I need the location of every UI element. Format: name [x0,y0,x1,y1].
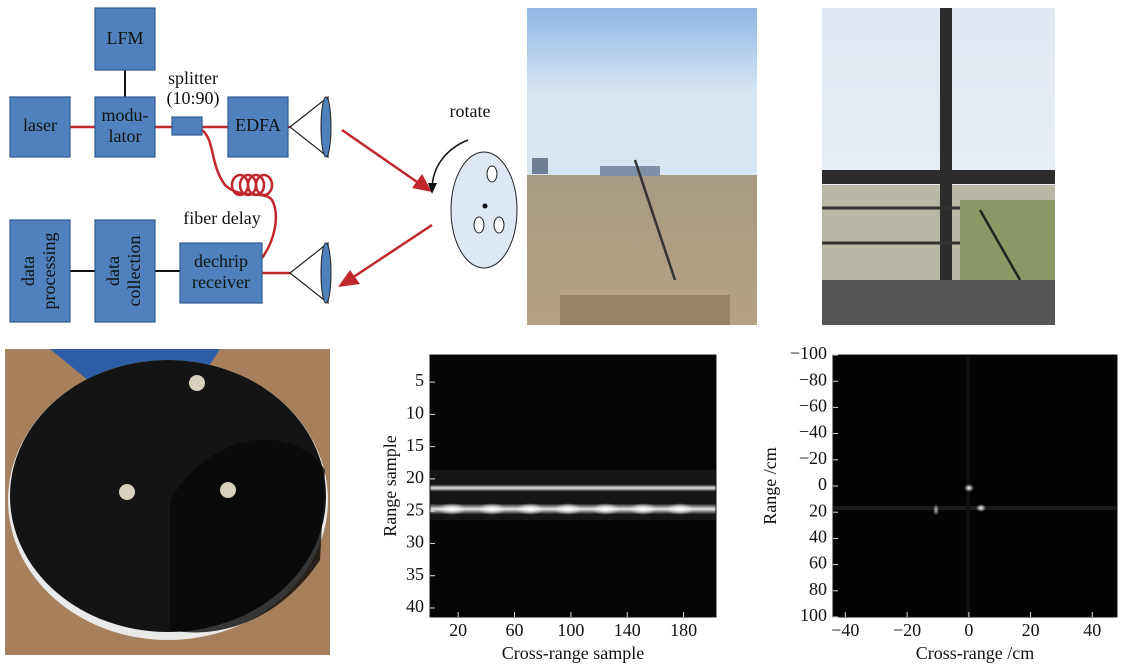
label: rotate [450,101,491,121]
x-tick-label: −40 [831,620,859,640]
label: dechrip [194,251,248,271]
target-hole [474,217,484,233]
window-photo [822,8,1055,325]
y-tick-label: −20 [799,448,827,468]
label: collection [124,236,144,307]
target-disk [451,152,517,268]
block [172,117,202,135]
y-tick-label: 20 [809,500,827,520]
lens [321,97,331,157]
range-sample-image [430,355,716,617]
label: laser [23,115,57,135]
label: LFM [106,28,143,48]
target-hole [494,217,504,233]
label: (10:90) [167,88,220,109]
y-tick-label: 0 [818,474,827,494]
y-tick-label: 10 [406,402,424,422]
target-hole [487,166,497,182]
x-tick-label: 40 [1083,620,1101,640]
label: lator [109,126,142,146]
target-center [483,204,488,209]
y-tick-label: −40 [799,422,827,442]
y-tick-label: 80 [809,579,827,599]
x-tick-label: 20 [1022,620,1040,640]
y-tick-label: 25 [406,499,424,519]
y-tick-label: 40 [809,527,827,547]
disk-photo [5,349,330,655]
field-photo [527,8,757,325]
y-tick-label: 20 [406,467,424,487]
y-tick-label: −80 [799,369,827,389]
x-tick-label: 140 [614,620,641,640]
y-tick-label: 35 [406,564,424,584]
y-tick-label: 15 [406,435,424,455]
arrow [342,130,420,184]
label: processing [39,233,59,310]
label: receiver [192,272,250,292]
label: data [103,256,123,286]
x-tick-label: 20 [449,620,467,640]
y-tick-label: 60 [809,553,827,573]
x-axis-label: Cross-range sample [502,643,644,663]
y-tick-label: 40 [406,596,424,616]
figure: LFM laser modu- lator splitter (10:90) E… [0,0,1125,669]
y-tick-label: 100 [800,605,827,625]
y-axis-label: Range /cm [760,447,780,524]
arrow [352,225,432,278]
y-tick-label: 5 [415,370,424,390]
label: fiber delay [183,208,260,228]
x-tick-label: 180 [670,620,697,640]
system-diagram: LFM laser modu- lator splitter (10:90) E… [10,8,517,322]
arrowhead [338,270,360,287]
lens [321,243,331,303]
label: data [18,256,38,286]
label: EDFA [235,115,281,135]
x-tick-label: 0 [964,620,973,640]
label: splitter [168,68,218,88]
x-tick-label: −20 [893,620,921,640]
y-tick-label: 30 [406,532,424,552]
x-tick-label: 100 [557,620,584,640]
x-axis-label: Cross-range /cm [916,643,1034,663]
range-cm-image [833,355,1117,617]
x-tick-label: 60 [506,620,524,640]
label: modu- [102,105,149,125]
y-tick-label: −100 [790,343,827,363]
y-axis-label: Range sample [380,435,400,536]
y-tick-label: −60 [799,396,827,416]
